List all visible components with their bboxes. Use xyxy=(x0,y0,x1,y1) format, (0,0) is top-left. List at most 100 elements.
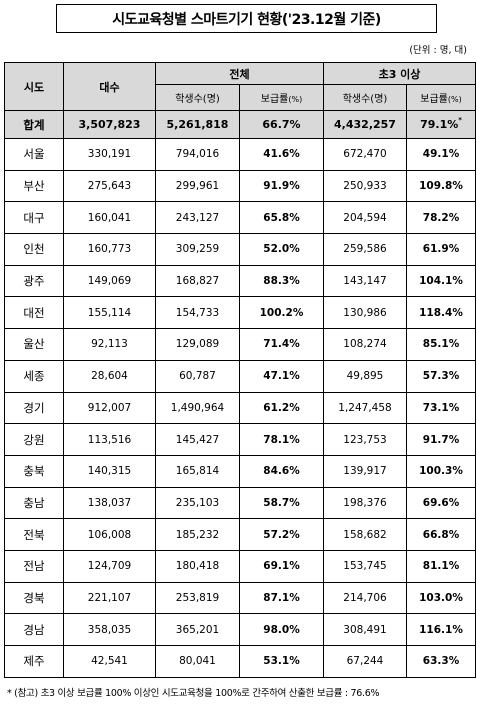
cell-grade3-rate: 57.3% xyxy=(406,359,476,393)
cell-overall-rate: 91.9% xyxy=(239,169,324,203)
cell-devices: 160,773 xyxy=(63,233,156,266)
table-row: 울산 92,113 129,089 71.4% 108,274 85.1% xyxy=(4,328,476,361)
cell-grade3-students: 1,247,458 xyxy=(323,391,407,425)
table-row: 강원 113,516 145,427 78.1% 123,753 91.7% xyxy=(4,423,476,456)
cell-region: 부산 xyxy=(4,169,64,203)
cell-overall-students: 235,103 xyxy=(155,486,240,520)
cell-overall-rate: 53.1% xyxy=(239,645,324,678)
cell-grade3-students: 139,917 xyxy=(323,454,407,488)
cell-grade3-students: 108,274 xyxy=(323,328,407,361)
cell-grade3-rate: 100.3% xyxy=(406,454,476,488)
cell-overall-students: 180,418 xyxy=(155,549,240,583)
cell-overall-rate: 66.7% xyxy=(239,110,324,139)
cell-region: 서울 xyxy=(4,138,64,171)
cell-devices: 138,037 xyxy=(63,486,156,520)
cell-overall-students: 299,961 xyxy=(155,169,240,203)
rate-unit: (%) xyxy=(447,95,462,104)
cell-overall-students: 80,041 xyxy=(155,645,240,678)
cell-overall-rate: 88.3% xyxy=(239,264,324,298)
cell-overall-students: 145,427 xyxy=(155,423,240,456)
cell-region: 경기 xyxy=(4,391,64,425)
cell-devices: 149,069 xyxy=(63,264,156,298)
cell-grade3-students: 259,586 xyxy=(323,233,407,266)
header-region: 시도 xyxy=(4,62,64,111)
cell-region: 경북 xyxy=(4,581,64,615)
cell-overall-students: 253,819 xyxy=(155,581,240,615)
table-header: 시도 대수 전체 초3 이상 학생수(명) 보급률(%) 학생수(명) 보급률(… xyxy=(4,62,476,111)
cell-region: 대전 xyxy=(4,296,64,330)
cell-overall-rate: 71.4% xyxy=(239,328,324,361)
cell-devices: 160,041 xyxy=(63,201,156,235)
smart-device-table: 시도 대수 전체 초3 이상 학생수(명) 보급률(%) 학생수(명) 보급률(… xyxy=(4,62,476,678)
table-row: 제주 42,541 80,041 53.1% 67,244 63.3% xyxy=(4,645,476,678)
cell-overall-rate: 57.2% xyxy=(239,518,324,551)
table-row: 부산 275,643 299,961 91.9% 250,933 109.8% xyxy=(4,169,476,203)
cell-region: 울산 xyxy=(4,328,64,361)
cell-overall-rate: 87.1% xyxy=(239,581,324,615)
cell-devices: 92,113 xyxy=(63,328,156,361)
cell-grade3-rate: 61.9% xyxy=(406,233,476,266)
asterisk-mark: * xyxy=(458,116,462,124)
cell-overall-students: 365,201 xyxy=(155,613,240,646)
cell-grade3-students: 143,147 xyxy=(323,264,407,298)
cell-region: 합계 xyxy=(4,110,64,139)
unit-note: (단위 : 명, 대) xyxy=(409,45,467,56)
cell-region: 충남 xyxy=(4,486,64,520)
cell-grade3-rate: 109.8% xyxy=(406,169,476,203)
header-grade3-rate: 보급률(%) xyxy=(406,84,476,111)
cell-overall-students: 185,232 xyxy=(155,518,240,551)
cell-grade3-rate: 63.3% xyxy=(406,645,476,678)
cell-overall-students: 165,814 xyxy=(155,454,240,488)
table-row: 경남 358,035 365,201 98.0% 308,491 116.1% xyxy=(4,613,476,646)
cell-overall-rate: 61.2% xyxy=(239,391,324,425)
cell-grade3-students: 198,376 xyxy=(323,486,407,520)
header-overall: 전체 xyxy=(155,62,324,85)
table-row: 전남 124,709 180,418 69.1% 153,745 81.1% xyxy=(4,549,476,583)
cell-grade3-rate: 78.2% xyxy=(406,201,476,235)
cell-overall-rate: 65.8% xyxy=(239,201,324,235)
cell-devices: 28,604 xyxy=(63,359,156,393)
cell-overall-students: 1,490,964 xyxy=(155,391,240,425)
cell-overall-rate: 47.1% xyxy=(239,359,324,393)
table-row: 경기 912,007 1,490,964 61.2% 1,247,458 73.1% xyxy=(4,391,476,425)
cell-grade3-rate: 91.7% xyxy=(406,423,476,456)
table-row: 광주 149,069 168,827 88.3% 143,147 104.1% xyxy=(4,264,476,298)
cell-overall-students: 129,089 xyxy=(155,328,240,361)
cell-grade3-rate: 103.0% xyxy=(406,581,476,615)
cell-region: 강원 xyxy=(4,423,64,456)
cell-overall-rate: 52.0% xyxy=(239,233,324,266)
cell-devices: 358,035 xyxy=(63,613,156,646)
cell-grade3-students: 204,594 xyxy=(323,201,407,235)
cell-overall-rate: 100.2% xyxy=(239,296,324,330)
rate-label: 보급률 xyxy=(420,94,448,105)
cell-grade3-rate: 104.1% xyxy=(406,264,476,298)
table-row: 충남 138,037 235,103 58.7% 198,376 69.6% xyxy=(4,486,476,520)
total-row: 합계 3,507,823 5,261,818 66.7% 4,432,257 7… xyxy=(4,110,476,139)
cell-overall-students: 168,827 xyxy=(155,264,240,298)
cell-devices: 124,709 xyxy=(63,549,156,583)
cell-overall-students: 154,733 xyxy=(155,296,240,330)
cell-grade3-rate: 79.1%* xyxy=(406,110,476,139)
cell-grade3-students: 4,432,257 xyxy=(323,110,407,139)
cell-devices: 42,541 xyxy=(63,645,156,678)
cell-region: 대구 xyxy=(4,201,64,235)
cell-grade3-rate: 73.1% xyxy=(406,391,476,425)
cell-grade3-rate: 66.8% xyxy=(406,518,476,551)
header-overall-rate: 보급률(%) xyxy=(239,84,324,111)
table-row: 충북 140,315 165,814 84.6% 139,917 100.3% xyxy=(4,454,476,488)
cell-devices: 330,191 xyxy=(63,138,156,171)
rate-label: 보급률 xyxy=(260,94,289,105)
cell-grade3-students: 49,895 xyxy=(323,359,407,393)
cell-devices: 140,315 xyxy=(63,454,156,488)
cell-grade3-rate: 69.6% xyxy=(406,486,476,520)
cell-overall-rate: 69.1% xyxy=(239,549,324,583)
cell-overall-students: 243,127 xyxy=(155,201,240,235)
footnote: * (참고) 초3 이상 보급률 100% 이상인 시도교육청을 100%로 간… xyxy=(7,688,380,699)
cell-devices: 106,008 xyxy=(63,518,156,551)
cell-grade3-students: 672,470 xyxy=(323,138,407,171)
cell-grade3-rate: 81.1% xyxy=(406,549,476,583)
header-grade3-students: 학생수(명) xyxy=(323,84,407,111)
cell-overall-students: 5,261,818 xyxy=(155,110,240,139)
table-row: 서울 330,191 794,016 41.6% 672,470 49.1% xyxy=(4,138,476,171)
table-row: 전북 106,008 185,232 57.2% 158,682 66.8% xyxy=(4,518,476,551)
